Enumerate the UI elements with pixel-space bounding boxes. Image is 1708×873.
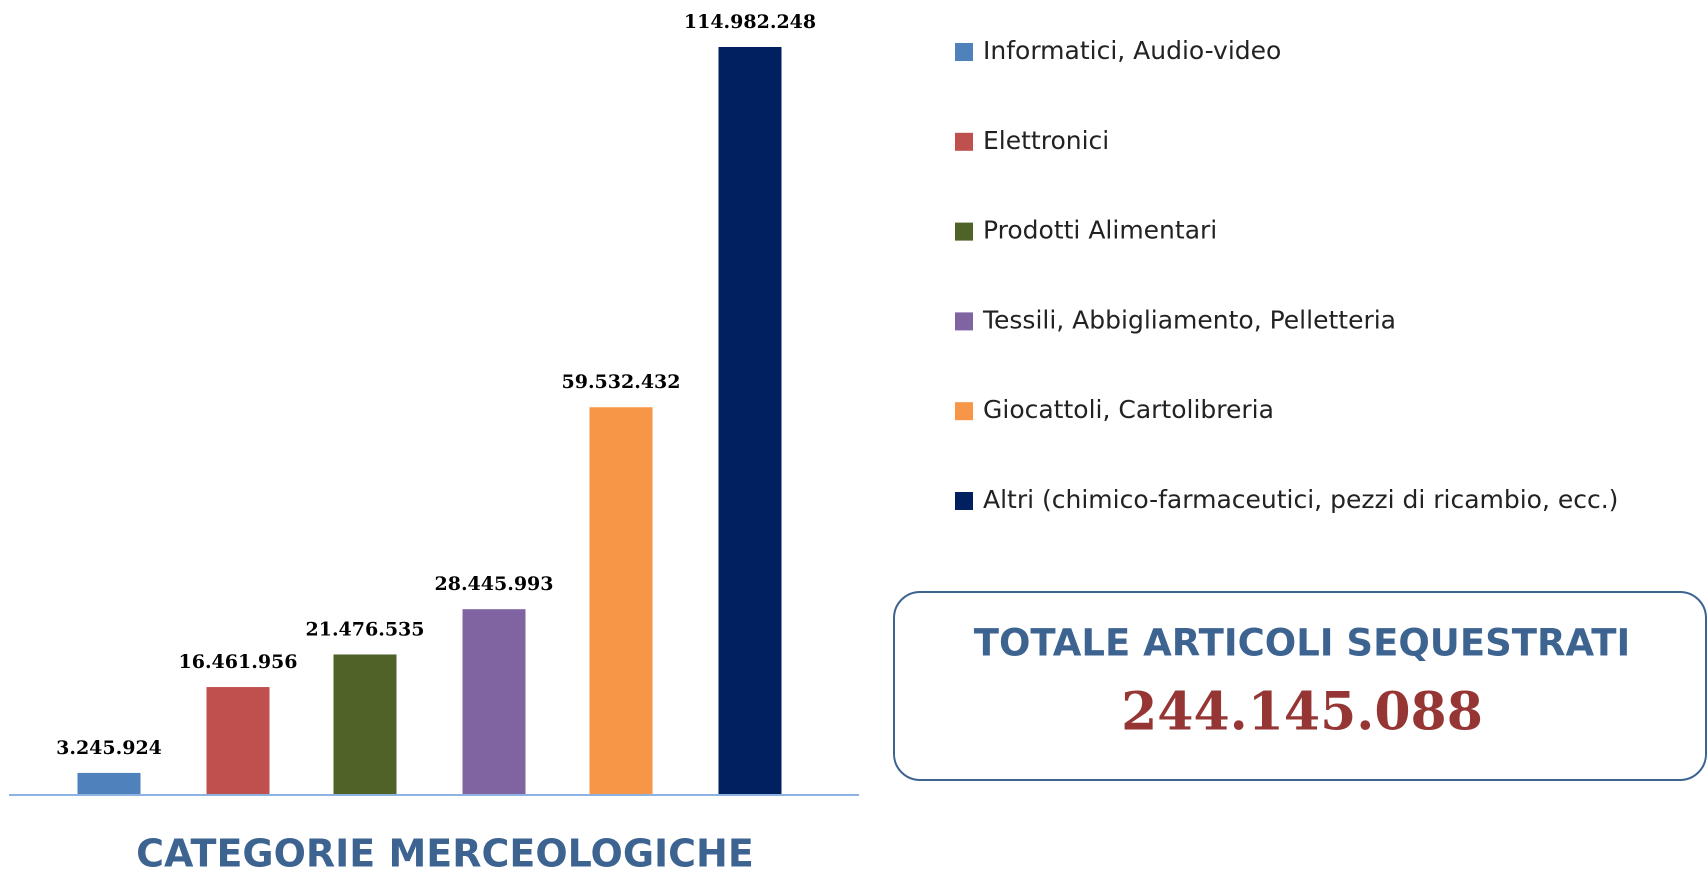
total-title: TOTALE ARTICOLI SEQUESTRATI xyxy=(974,622,1631,665)
legend-label: Altri (chimico-farmaceutici, pezzi di ri… xyxy=(983,485,1618,514)
legend-swatch xyxy=(955,492,973,510)
bar xyxy=(462,609,526,794)
legend-swatch xyxy=(955,43,973,61)
legend-swatch xyxy=(955,222,973,241)
value-label: 3.245.924 xyxy=(56,737,162,759)
x-axis-title: CATEGORIE MERCEOLOGICHE xyxy=(136,832,754,873)
legend-label: Giocattoli, Cartolibreria xyxy=(983,395,1274,424)
legend-label: Tessili, Abbigliamento, Pelletteria xyxy=(982,305,1396,334)
total-value: 244.145.088 xyxy=(1121,682,1483,743)
legend-label: Informatici, Audio-video xyxy=(983,36,1281,65)
bar xyxy=(589,407,653,794)
value-label: 28.445.993 xyxy=(435,573,554,595)
total-box xyxy=(893,591,1707,781)
legend-swatch xyxy=(955,312,973,331)
legend-swatch xyxy=(955,132,973,151)
value-label: 114.982.248 xyxy=(684,11,816,33)
value-label: 16.461.956 xyxy=(179,651,298,673)
bar xyxy=(718,47,782,794)
legend-label: Elettronici xyxy=(983,126,1109,155)
legend-swatch xyxy=(955,402,973,421)
bar xyxy=(77,772,141,794)
value-label: 59.532.432 xyxy=(562,371,681,393)
bar xyxy=(333,654,397,794)
bar xyxy=(206,687,270,794)
value-label: 21.476.535 xyxy=(306,618,425,640)
legend-label: Prodotti Alimentari xyxy=(983,216,1217,245)
